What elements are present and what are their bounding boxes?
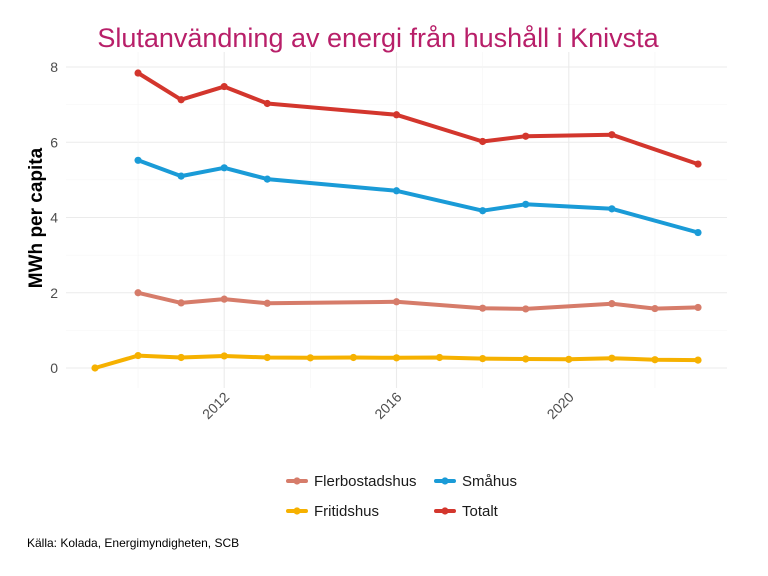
data-point-smahus (694, 228, 702, 237)
x-tick-label: 2012 (199, 389, 232, 422)
data-point-smahus (134, 156, 142, 164)
source-caption: Källa: Kolada, Energimyndigheten, SCB (27, 536, 239, 550)
data-point-flerbostadshus (651, 304, 659, 313)
data-point-totalt (694, 160, 702, 168)
y-tick-label: 2 (50, 285, 58, 301)
data-point-fritidshus (565, 355, 573, 363)
data-point-totalt (220, 82, 228, 91)
data-point-totalt (479, 137, 487, 146)
legend-item: Totalt (434, 503, 499, 520)
data-point-fritidshus (522, 355, 530, 363)
legend-label: Flerbostadshus (314, 473, 417, 490)
data-point-totalt (177, 96, 185, 104)
series-group (91, 69, 702, 372)
data-point-flerbostadshus (479, 304, 487, 312)
data-point-flerbostadshus (263, 299, 271, 307)
data-point-fritidshus (392, 354, 401, 362)
x-axis-ticks: 2012 2016 2020 (199, 389, 577, 422)
legend-marker (441, 477, 449, 485)
x-tick-label: 2016 (371, 389, 404, 422)
y-axis-ticks: 0 2 4 6 8 (50, 59, 58, 376)
data-point-fritidshus (306, 354, 314, 362)
data-point-totalt (608, 131, 616, 139)
data-point-fritidshus (651, 356, 659, 364)
data-point-smahus (608, 205, 616, 213)
data-point-flerbostadshus (522, 305, 530, 313)
data-point-fritidshus (608, 354, 616, 362)
series-totalt (134, 69, 702, 168)
data-point-smahus (392, 187, 401, 195)
data-point-smahus (220, 164, 228, 172)
data-point-smahus (263, 175, 271, 183)
data-point-smahus (177, 172, 185, 180)
y-tick-label: 0 (50, 360, 58, 376)
legend-marker (293, 477, 301, 485)
data-point-smahus (479, 207, 487, 215)
data-point-flerbostadshus (694, 303, 702, 312)
data-point-fritidshus (177, 353, 185, 362)
series-fritidshus (91, 351, 702, 372)
y-axis-label: MWh per capita (26, 147, 47, 288)
data-point-flerbostadshus (220, 295, 228, 303)
y-tick-label: 4 (50, 210, 58, 226)
legend-item: Fritidshus (286, 503, 379, 520)
data-point-fritidshus (435, 353, 444, 362)
data-point-fritidshus (479, 354, 487, 363)
legend-item: Småhus (434, 473, 517, 490)
series-flerbostadshus (134, 289, 702, 313)
series-line-flerbostadshus (136, 290, 700, 311)
data-point-fritidshus (263, 353, 271, 362)
data-point-fritidshus (349, 353, 358, 362)
series-line-smahus (136, 158, 700, 235)
data-point-totalt (263, 99, 271, 108)
x-tick-label: 2020 (544, 389, 577, 422)
data-point-fritidshus (694, 356, 702, 364)
data-point-fritidshus (91, 364, 99, 372)
data-point-totalt (134, 69, 142, 77)
legend-label: Totalt (462, 503, 499, 520)
data-point-flerbostadshus (134, 289, 142, 297)
legend-label: Fritidshus (314, 503, 379, 520)
y-tick-label: 8 (50, 59, 58, 75)
legend-marker (293, 507, 301, 515)
data-point-flerbostadshus (392, 298, 401, 306)
y-tick-label: 6 (50, 134, 58, 150)
data-point-flerbostadshus (608, 300, 616, 308)
legend-label: Småhus (462, 473, 517, 490)
legend-item: Flerbostadshus (286, 473, 417, 490)
series-smahus (134, 156, 702, 237)
legend: Flerbostadshus Småhus Fritidshus Totalt (286, 473, 517, 520)
data-point-fritidshus (220, 352, 228, 360)
data-point-flerbostadshus (177, 299, 185, 307)
data-point-smahus (522, 200, 530, 208)
grid (66, 52, 727, 388)
chart-title: Slutanvändning av energi från hushåll i … (97, 23, 659, 53)
data-point-fritidshus (134, 351, 142, 360)
legend-marker (441, 507, 449, 515)
data-point-totalt (522, 132, 530, 140)
data-point-totalt (392, 111, 401, 119)
